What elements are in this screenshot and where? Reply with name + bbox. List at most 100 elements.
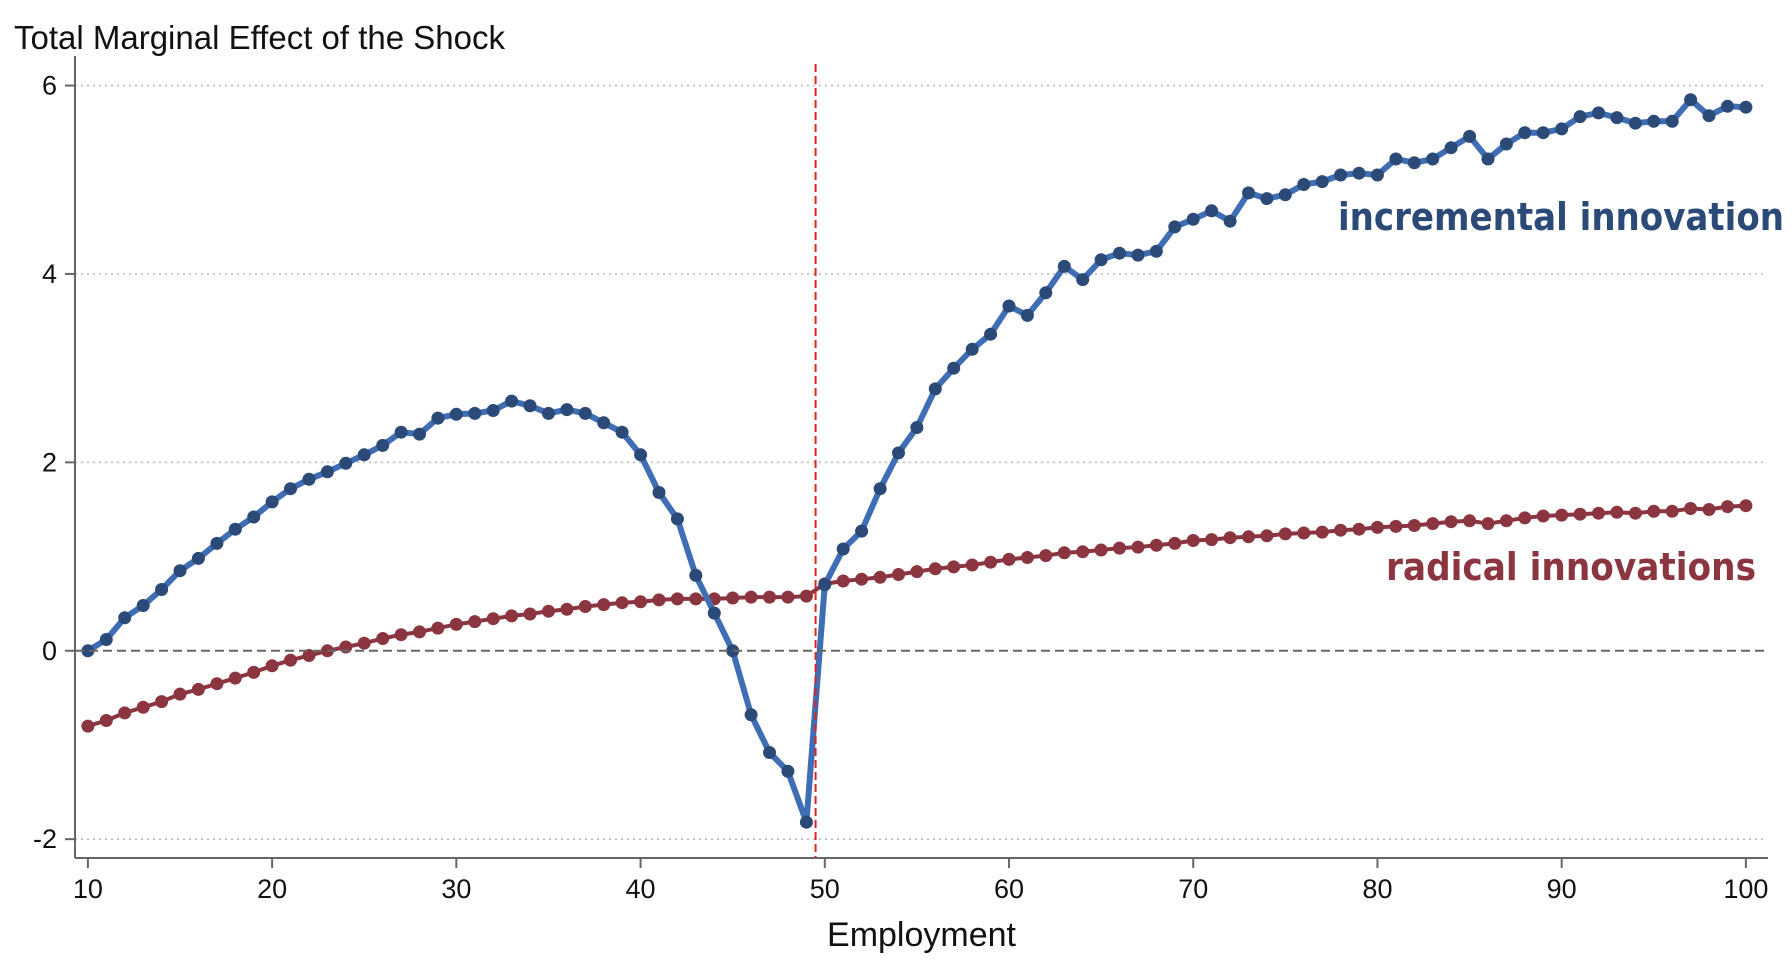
x-axis-label: Employment bbox=[827, 916, 1017, 954]
x-tick-label: 50 bbox=[810, 874, 840, 904]
data-point bbox=[136, 599, 150, 612]
data-point bbox=[1610, 111, 1624, 125]
data-point bbox=[1407, 156, 1421, 170]
data-point bbox=[357, 636, 371, 650]
data-point bbox=[928, 562, 942, 576]
x-tick-label: 80 bbox=[1362, 874, 1392, 904]
series-incremental bbox=[81, 93, 1753, 829]
data-point bbox=[191, 551, 205, 565]
data-point bbox=[1499, 514, 1513, 528]
data-point bbox=[1555, 508, 1569, 522]
data-point bbox=[1647, 504, 1661, 518]
data-point bbox=[1242, 186, 1255, 200]
series-radical bbox=[81, 499, 1753, 733]
data-point bbox=[1665, 504, 1679, 518]
data-point bbox=[1389, 519, 1403, 533]
data-point bbox=[136, 700, 150, 714]
data-point bbox=[486, 612, 500, 626]
y-tick-label: 6 bbox=[42, 71, 57, 101]
data-point bbox=[247, 665, 261, 679]
data-point bbox=[1076, 273, 1090, 287]
data-point bbox=[1297, 178, 1311, 191]
data-point bbox=[173, 687, 187, 701]
data-point bbox=[173, 564, 187, 578]
data-point bbox=[228, 671, 242, 685]
data-point bbox=[726, 591, 740, 605]
data-point bbox=[1499, 137, 1513, 151]
data-point bbox=[118, 706, 132, 720]
data-point bbox=[744, 708, 758, 722]
data-point bbox=[1463, 129, 1477, 143]
data-point bbox=[984, 555, 998, 569]
data-point bbox=[947, 361, 961, 375]
data-point bbox=[1297, 526, 1311, 540]
data-point bbox=[928, 382, 942, 396]
data-point bbox=[689, 592, 703, 606]
data-point bbox=[1020, 308, 1034, 322]
data-point bbox=[1002, 299, 1016, 313]
data-point bbox=[468, 406, 482, 420]
data-point bbox=[560, 602, 574, 616]
data-point bbox=[1131, 540, 1145, 554]
x-tick-label: 100 bbox=[1723, 874, 1768, 904]
data-point bbox=[578, 600, 592, 613]
data-point bbox=[855, 572, 869, 586]
data-point bbox=[505, 609, 519, 623]
data-point bbox=[1020, 551, 1034, 564]
x-tick-label: 60 bbox=[994, 874, 1024, 904]
data-point bbox=[1168, 536, 1182, 550]
data-point bbox=[984, 327, 998, 341]
data-point bbox=[1721, 99, 1734, 113]
data-point bbox=[707, 606, 721, 620]
data-point bbox=[1426, 517, 1440, 531]
data-point bbox=[1223, 531, 1237, 545]
series-line bbox=[85, 503, 1748, 729]
series-label-radical: radical innovations bbox=[1386, 545, 1756, 589]
data-point bbox=[431, 411, 445, 425]
data-point bbox=[99, 633, 113, 646]
data-point bbox=[523, 399, 537, 413]
y-axis-ticks: -2 0 2 4 6 bbox=[33, 71, 75, 854]
data-point bbox=[81, 719, 95, 733]
x-tick-label: 30 bbox=[441, 874, 471, 904]
data-point bbox=[1444, 515, 1458, 529]
x-tick-label: 10 bbox=[73, 874, 103, 904]
data-point bbox=[597, 416, 611, 430]
data-point bbox=[118, 611, 132, 625]
data-point bbox=[1702, 503, 1716, 516]
data-point bbox=[670, 592, 684, 606]
data-point bbox=[1592, 106, 1605, 120]
y-tick-label: 4 bbox=[42, 259, 57, 289]
data-point bbox=[1536, 509, 1550, 523]
data-point bbox=[155, 583, 169, 596]
data-point bbox=[1518, 511, 1532, 525]
x-axis-ticks: 10 20 30 40 50 60 70 80 90 100 bbox=[73, 858, 1768, 904]
data-point bbox=[1536, 126, 1550, 140]
data-point bbox=[1573, 110, 1587, 124]
data-point bbox=[597, 598, 611, 612]
data-point bbox=[947, 560, 961, 574]
data-point bbox=[210, 677, 224, 691]
data-point bbox=[1739, 100, 1753, 114]
data-point bbox=[892, 568, 905, 581]
data-point bbox=[1684, 93, 1698, 107]
data-point bbox=[744, 590, 758, 604]
data-point bbox=[1481, 152, 1495, 166]
data-point bbox=[302, 472, 316, 486]
data-point bbox=[1223, 214, 1237, 228]
data-point bbox=[1444, 141, 1458, 155]
y-tick-label: 0 bbox=[42, 636, 57, 666]
data-point bbox=[228, 522, 242, 536]
y-tick-label: 2 bbox=[42, 447, 57, 477]
data-point bbox=[1647, 114, 1661, 128]
data-point bbox=[339, 456, 353, 470]
data-point bbox=[99, 714, 113, 727]
data-point bbox=[1702, 109, 1716, 123]
data-point bbox=[652, 593, 666, 607]
data-point bbox=[1094, 543, 1108, 557]
x-tick-label: 40 bbox=[626, 874, 656, 904]
data-point bbox=[1481, 517, 1495, 531]
data-point bbox=[1389, 152, 1403, 166]
data-point bbox=[486, 404, 500, 417]
